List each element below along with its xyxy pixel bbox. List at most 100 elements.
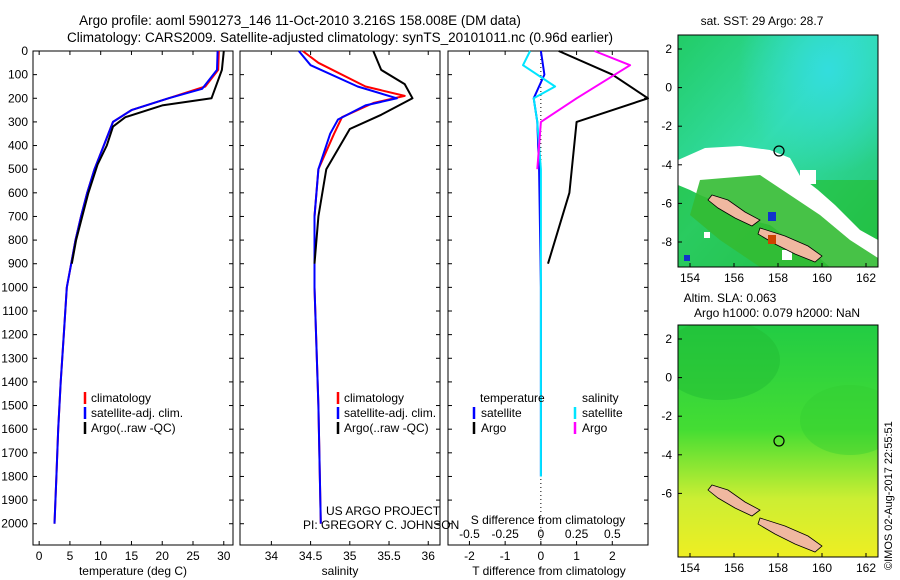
map-x-tick-label: 158 <box>768 271 788 285</box>
x-tick-label: 34.5 <box>299 549 323 563</box>
legend-title-salinity: salinity <box>582 391 619 405</box>
y-tick-label: 1500 <box>1 399 28 413</box>
x-tick-label: 25 <box>186 549 200 563</box>
sst-land-shelf <box>690 175 878 267</box>
x-tick-label: 0 <box>538 549 545 563</box>
argo-position-marker <box>773 435 785 447</box>
sla-low <box>800 385 878 455</box>
x-label-difference: T difference from climatology <box>472 564 626 578</box>
legend-label: Argo(..raw -QC) <box>91 421 176 435</box>
sla-map <box>678 325 878 557</box>
y-tick-label: 1100 <box>2 304 28 318</box>
header-line1: Argo profile: aoml 5901273_146 11-Oct-20… <box>79 13 521 28</box>
x-tick-label: 30 <box>217 549 231 563</box>
map-x-tick-label: 162 <box>856 271 876 285</box>
y-tick-label: 700 <box>8 209 28 223</box>
y-tick-label: 1600 <box>1 422 28 436</box>
x-top-tick-label: 0.25 <box>565 527 589 541</box>
island-new-ireland <box>707 194 761 227</box>
x-top-tick-label: -0.5 <box>459 527 480 541</box>
y-tick-label: 300 <box>8 115 28 129</box>
series-line-temperature-argo <box>547 50 649 264</box>
difference-panel <box>447 50 649 546</box>
x-tick-label: 2 <box>609 549 616 563</box>
x-tick-label: 20 <box>156 549 170 563</box>
x-tick-label: 35.5 <box>377 549 401 563</box>
map-x-tick-label: 158 <box>768 561 788 575</box>
x-tick-label: 34 <box>265 549 279 563</box>
sst-map <box>678 35 878 267</box>
x-tick-label: 15 <box>125 549 139 563</box>
y-tick-label: 1200 <box>1 328 28 342</box>
imos-credit: ©IMOS 02-Aug-2017 22:55:51 <box>883 421 895 570</box>
map-y-tick-label: -6 <box>661 196 672 210</box>
y-tick-label: 1800 <box>1 469 28 483</box>
y-tick-label: 900 <box>8 257 28 271</box>
x-label-temperature: temperature (deg C) <box>79 564 187 578</box>
map-x-tick-label: 154 <box>680 561 700 575</box>
map-y-tick-label: -2 <box>661 409 672 423</box>
x-top-tick-label: -0.25 <box>491 527 519 541</box>
temperature-legend: climatology satellite-adj. clim. Argo(..… <box>83 391 183 435</box>
y-tick-label: 400 <box>8 139 28 153</box>
legend-label: Argo <box>582 421 608 435</box>
salinity-legend: climatology satellite-adj. clim. Argo(..… <box>336 391 436 435</box>
argo-position-marker <box>773 145 785 157</box>
y-tick-label: 1300 <box>1 351 28 365</box>
map-x-tick-label: 156 <box>724 271 744 285</box>
y-tick-label: 200 <box>8 91 28 105</box>
sst-cloud-patch <box>800 170 816 184</box>
sst-cold-spot <box>768 212 776 221</box>
sst-cold-spot <box>684 255 690 261</box>
sla-low <box>678 325 780 400</box>
series-line-salinity-satellite <box>522 50 557 477</box>
map-y-tick-label: 0 <box>665 371 672 385</box>
legend-label: satellite-adj. clim. <box>344 406 436 420</box>
map-y-tick-label: -4 <box>661 448 672 462</box>
x-tick-label: -2 <box>464 549 475 563</box>
y-tick-label: 1900 <box>1 493 28 507</box>
y-tick-label: 1700 <box>1 446 28 460</box>
legend-label: climatology <box>91 391 151 405</box>
x-tick-label: 35 <box>343 549 357 563</box>
sla-title-2: Argo h1000: 0.079 h2000: NaN <box>694 306 860 320</box>
y-tick-label: 500 <box>8 162 28 176</box>
y-tick-label: 1000 <box>1 280 28 294</box>
series-line-satellite-adj-clim- <box>298 50 398 524</box>
x-tick-label: 1 <box>573 549 580 563</box>
salinity-panel <box>239 50 441 546</box>
map-x-tick-label: 162 <box>856 561 876 575</box>
legend-label: Argo <box>481 421 507 435</box>
legend-label: satellite <box>481 406 522 420</box>
x-tick-label: 10 <box>94 549 108 563</box>
difference-legend: temperature salinity satellite Argo sate… <box>472 391 623 435</box>
island-bougainville <box>757 517 823 553</box>
map-y-tick-label: -4 <box>661 158 672 172</box>
project-annotation: US ARGO PROJECT <box>326 504 441 518</box>
map-y-tick-label: -8 <box>661 235 672 249</box>
legend-label: climatology <box>344 391 404 405</box>
map-x-tick-label: 160 <box>812 561 832 575</box>
map-y-tick-label: 2 <box>665 332 672 346</box>
map-y-tick-label: -2 <box>661 119 672 133</box>
x-top-tick-label: 0 <box>538 527 545 541</box>
x-tick-label: -1 <box>500 549 511 563</box>
x-tick-label: 36 <box>422 549 436 563</box>
island-new-ireland <box>707 484 761 517</box>
y-tick-label: 1400 <box>1 375 28 389</box>
series-line-climatology <box>53 50 220 524</box>
y-tick-label: 2000 <box>1 517 28 531</box>
pi-annotation: PI: GREGORY C. JOHNSON <box>303 518 459 532</box>
y-tick-label: 100 <box>8 68 28 82</box>
map-x-tick-label: 154 <box>680 271 700 285</box>
series-line-salinity-argo <box>536 50 632 170</box>
legend-label: satellite <box>582 406 623 420</box>
series-line-argo-raw-qc- <box>70 50 225 264</box>
y-tick-label: 800 <box>8 233 28 247</box>
y-tick-label: 600 <box>8 186 28 200</box>
x-label-salinity: salinity <box>322 564 359 578</box>
temperature-panel <box>32 50 234 546</box>
y-tick-label: 0 <box>21 44 28 58</box>
sla-title-1: Altim. SLA: 0.063 <box>684 291 777 305</box>
